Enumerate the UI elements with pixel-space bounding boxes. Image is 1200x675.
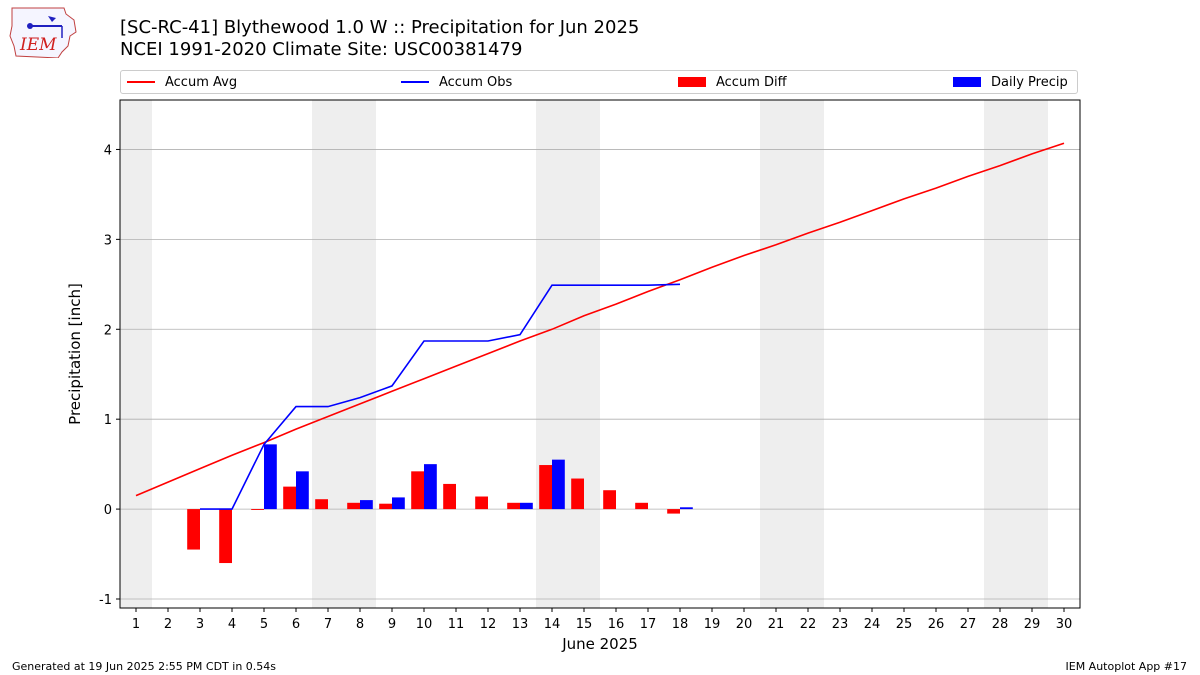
accum-diff-bar: [571, 478, 584, 510]
x-tick-label: 12: [480, 617, 497, 632]
x-tick-label: 2: [164, 617, 172, 632]
x-tick-label: 26: [928, 617, 945, 632]
daily-precip-bar: [360, 500, 373, 510]
accum-diff-bar: [635, 502, 648, 510]
x-tick-label: 4: [228, 617, 236, 632]
accum-diff-bar: [475, 496, 488, 510]
accum-diff-bar: [379, 503, 392, 510]
legend-item-accum-avg: Accum Avg: [127, 71, 237, 93]
x-tick-label: 6: [292, 617, 300, 632]
weekend-shade: [984, 100, 1048, 608]
y-tick-label: 2: [104, 323, 112, 338]
daily-precip-bar: [520, 502, 533, 510]
x-tick-label: 9: [388, 617, 396, 632]
legend-swatch-accum-obs: [401, 81, 429, 83]
accum-diff-bar: [411, 471, 424, 510]
accum-obs-line: [200, 283, 681, 510]
weekend-shade: [536, 100, 600, 608]
x-tick-label: 22: [800, 617, 817, 632]
x-tick-label: 8: [356, 617, 364, 632]
accum-diff-bar: [667, 509, 680, 514]
x-tick-label: 16: [608, 617, 625, 632]
x-tick-label: 7: [324, 617, 332, 632]
x-tick-label: 19: [704, 617, 721, 632]
x-tick-label: 25: [896, 617, 913, 632]
accum-diff-bar: [347, 502, 360, 510]
legend-label-accum-obs: Accum Obs: [439, 74, 513, 90]
x-tick-label: 11: [448, 617, 465, 632]
accum-diff-bar: [283, 486, 296, 510]
chart-legend: Accum Avg Accum Obs Accum Diff Daily Pre…: [120, 70, 1078, 94]
daily-precip-bar: [424, 464, 437, 510]
accum-diff-bar: [603, 490, 616, 510]
accum-diff-bar: [187, 509, 200, 550]
x-axis-label: June 2025: [561, 635, 638, 653]
x-tick-label: 29: [1024, 617, 1041, 632]
logo-anemometer-icon: [27, 23, 33, 29]
legend-swatch-daily-precip: [953, 77, 981, 87]
y-tick-label: -1: [99, 593, 112, 608]
app-footer: IEM Autoplot App #17: [1065, 660, 1188, 673]
x-tick-label: 18: [672, 617, 689, 632]
plot-frame: [119, 99, 1081, 609]
legend-label-accum-diff: Accum Diff: [716, 74, 787, 90]
logo-vane-icon: [48, 16, 56, 22]
x-tick-label: 28: [992, 617, 1009, 632]
weekend-shade: [760, 100, 824, 608]
x-tick-label: 13: [512, 617, 529, 632]
y-tick-label: 1: [104, 413, 112, 428]
x-tick-label: 10: [416, 617, 433, 632]
weekend-shade: [312, 100, 376, 608]
x-tick-label: 5: [260, 617, 268, 632]
daily-precip-bar: [264, 444, 277, 510]
y-tick-label: 4: [104, 143, 112, 158]
accum-diff-bar: [443, 483, 456, 510]
x-tick-label: 30: [1056, 617, 1073, 632]
generated-footer: Generated at 19 Jun 2025 2:55 PM CDT in …: [12, 660, 277, 673]
x-tick-label: 20: [736, 617, 753, 632]
accum-diff-bar: [219, 509, 232, 564]
accum-diff-bar: [315, 499, 328, 510]
x-tick-label: 27: [960, 617, 977, 632]
x-tick-label: 23: [832, 617, 849, 632]
chart-title: [SC-RC-41] Blythewood 1.0 W :: Precipita…: [120, 17, 640, 38]
legend-item-accum-diff: Accum Diff: [678, 71, 787, 93]
x-tick-label: 14: [544, 617, 561, 632]
legend-label-daily-precip: Daily Precip: [991, 74, 1068, 90]
accum-diff-bar: [507, 502, 520, 510]
daily-precip-bar: [552, 459, 565, 510]
x-tick-label: 17: [640, 617, 657, 632]
y-tick-label: 3: [104, 233, 112, 248]
chart-subtitle: NCEI 1991-2020 Climate Site: USC00381479: [120, 39, 523, 60]
legend-label-accum-avg: Accum Avg: [165, 74, 238, 90]
daily-precip-bar: [296, 471, 309, 510]
accum-avg-line: [135, 142, 1065, 497]
weekend-shade: [120, 100, 152, 608]
daily-precip-bar: [392, 497, 405, 510]
x-tick-label: 24: [864, 617, 881, 632]
accum-diff-bar: [251, 509, 264, 510]
x-tick-label: 3: [196, 617, 204, 632]
accum-diff-bar: [539, 465, 552, 510]
x-tick-label: 21: [768, 617, 785, 632]
legend-item-accum-obs: Accum Obs: [401, 71, 512, 93]
iem-logo: IEM: [9, 7, 77, 58]
x-tick-label: 1: [132, 617, 140, 632]
legend-swatch-accum-avg: [127, 81, 155, 83]
y-axis-label: Precipitation [inch]: [66, 283, 84, 425]
legend-swatch-accum-diff: [678, 77, 706, 87]
y-tick-label: 0: [104, 503, 112, 518]
daily-precip-bar: [680, 507, 693, 510]
logo-text: IEM: [19, 35, 57, 55]
legend-item-daily-precip: Daily Precip: [953, 71, 1068, 93]
x-tick-label: 15: [576, 617, 593, 632]
